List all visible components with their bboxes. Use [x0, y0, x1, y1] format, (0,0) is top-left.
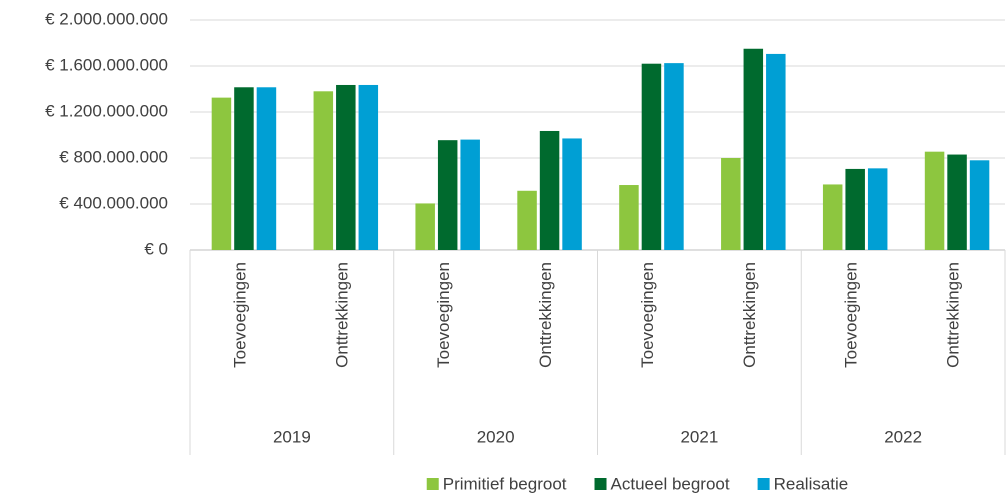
bar — [641, 63, 662, 251]
bar — [358, 84, 379, 250]
legend-label: Realisatie — [774, 474, 849, 493]
y-tick-label: € 800.000.000 — [59, 147, 168, 166]
legend-label: Actueel begroot — [611, 474, 730, 493]
bar — [336, 84, 356, 250]
bar — [721, 158, 741, 250]
bar — [664, 63, 684, 250]
bar — [313, 91, 334, 250]
bar — [211, 97, 232, 250]
bar — [415, 203, 435, 250]
bar — [743, 48, 764, 250]
bar — [822, 184, 843, 250]
x-tick-label: Toevoegingen — [638, 262, 657, 368]
bar — [437, 140, 458, 250]
legend-label: Primitief begroot — [443, 474, 567, 493]
x-tick-label: Onttrekkingen — [332, 262, 351, 368]
bar — [460, 139, 480, 250]
legend-swatch — [426, 478, 439, 490]
group-label: 2022 — [884, 427, 922, 446]
bar — [234, 87, 254, 251]
y-tick-label: € 2.000.000.000 — [45, 9, 168, 28]
y-tick-label: € 0 — [144, 239, 168, 258]
bar — [947, 154, 967, 250]
x-tick-label: Onttrekkingen — [740, 262, 759, 368]
bar — [845, 168, 865, 250]
x-tick-label: Toevoegingen — [434, 262, 453, 368]
group-label: 2021 — [680, 427, 718, 446]
x-tick-label: Toevoegingen — [230, 262, 249, 368]
bar — [619, 185, 639, 250]
x-tick-label: Toevoegingen — [842, 262, 861, 368]
y-tick-label: € 400.000.000 — [59, 193, 168, 212]
bar — [867, 168, 888, 250]
bar — [517, 190, 537, 250]
bar — [256, 87, 277, 251]
bar — [766, 53, 786, 250]
bar — [562, 138, 582, 250]
bar — [539, 130, 560, 250]
x-tick-label: Onttrekkingen — [944, 262, 963, 368]
group-label: 2020 — [477, 427, 515, 446]
legend-swatch — [594, 478, 607, 490]
y-tick-label: € 1.200.000.000 — [45, 101, 168, 120]
x-tick-label: Onttrekkingen — [536, 262, 555, 368]
bar — [969, 160, 990, 250]
y-tick-label: € 1.600.000.000 — [45, 55, 168, 74]
bar — [924, 151, 945, 250]
group-label: 2019 — [273, 427, 311, 446]
legend-swatch — [757, 478, 770, 490]
